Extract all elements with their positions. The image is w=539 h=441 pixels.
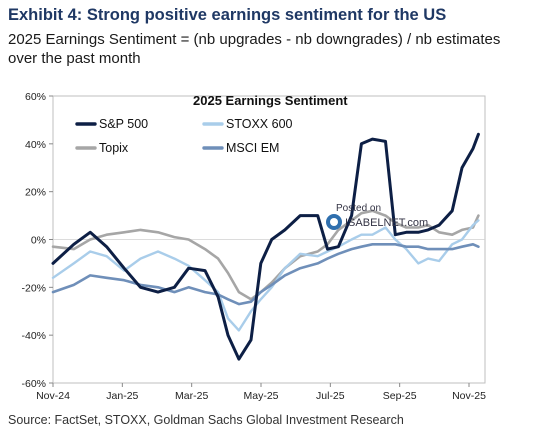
series-line-stoxx600 <box>51 219 480 332</box>
x-tick-label: Mar-25 <box>175 390 208 402</box>
legend: S&P 500 STOXX 600 Topix MSCI EM <box>75 117 293 155</box>
watermark-logo-inner <box>330 218 338 226</box>
chart-title: 2025 Earnings Sentiment <box>193 93 348 108</box>
y-tick-label: 60% <box>25 91 46 103</box>
y-tick-label: -20% <box>21 282 46 294</box>
isabelnet-watermark: Posted on ISABELNET.com <box>326 203 428 230</box>
y-axis: 60% 40% 20% 0% -20% -40% -60% <box>21 91 485 390</box>
x-tick-label: May-25 <box>243 390 278 402</box>
legend-label: MSCI EM <box>226 141 279 155</box>
series-line-msci-em <box>51 243 480 306</box>
x-axis: Nov-24 Jan-25 Mar-25 May-25 Jul-25 Sep-25 Nov-… <box>36 383 486 402</box>
series-line-sp500 <box>51 132 480 361</box>
x-tick-label: Jan-25 <box>106 390 138 402</box>
legend-label: Topix <box>99 141 129 155</box>
x-tick-label: Sep-25 <box>383 390 417 402</box>
chart-subtitle: 2025 Earnings Sentiment = (nb upgrades -… <box>8 31 501 67</box>
exhibit-title: Exhibit 4: Strong positive earnings sent… <box>8 6 447 24</box>
y-tick-label: 40% <box>25 139 46 151</box>
y-tick-label: 0% <box>31 235 46 247</box>
legend-label: S&P 500 <box>99 117 148 131</box>
legend-label: STOXX 600 <box>226 117 293 131</box>
x-tick-label: Nov-25 <box>452 390 486 402</box>
series-layer <box>51 132 480 361</box>
watermark-line1: Posted on <box>336 203 381 214</box>
y-tick-label: -60% <box>21 378 46 390</box>
y-tick-label: 20% <box>25 187 46 199</box>
y-tick-label: -40% <box>21 330 46 342</box>
watermark-line2: ISABELNET.com <box>345 217 428 229</box>
source-note: Source: FactSet, STOXX, Goldman Sachs Gl… <box>8 413 404 427</box>
x-tick-label: Nov-24 <box>36 390 70 402</box>
x-tick-label: Jul-25 <box>316 390 345 402</box>
